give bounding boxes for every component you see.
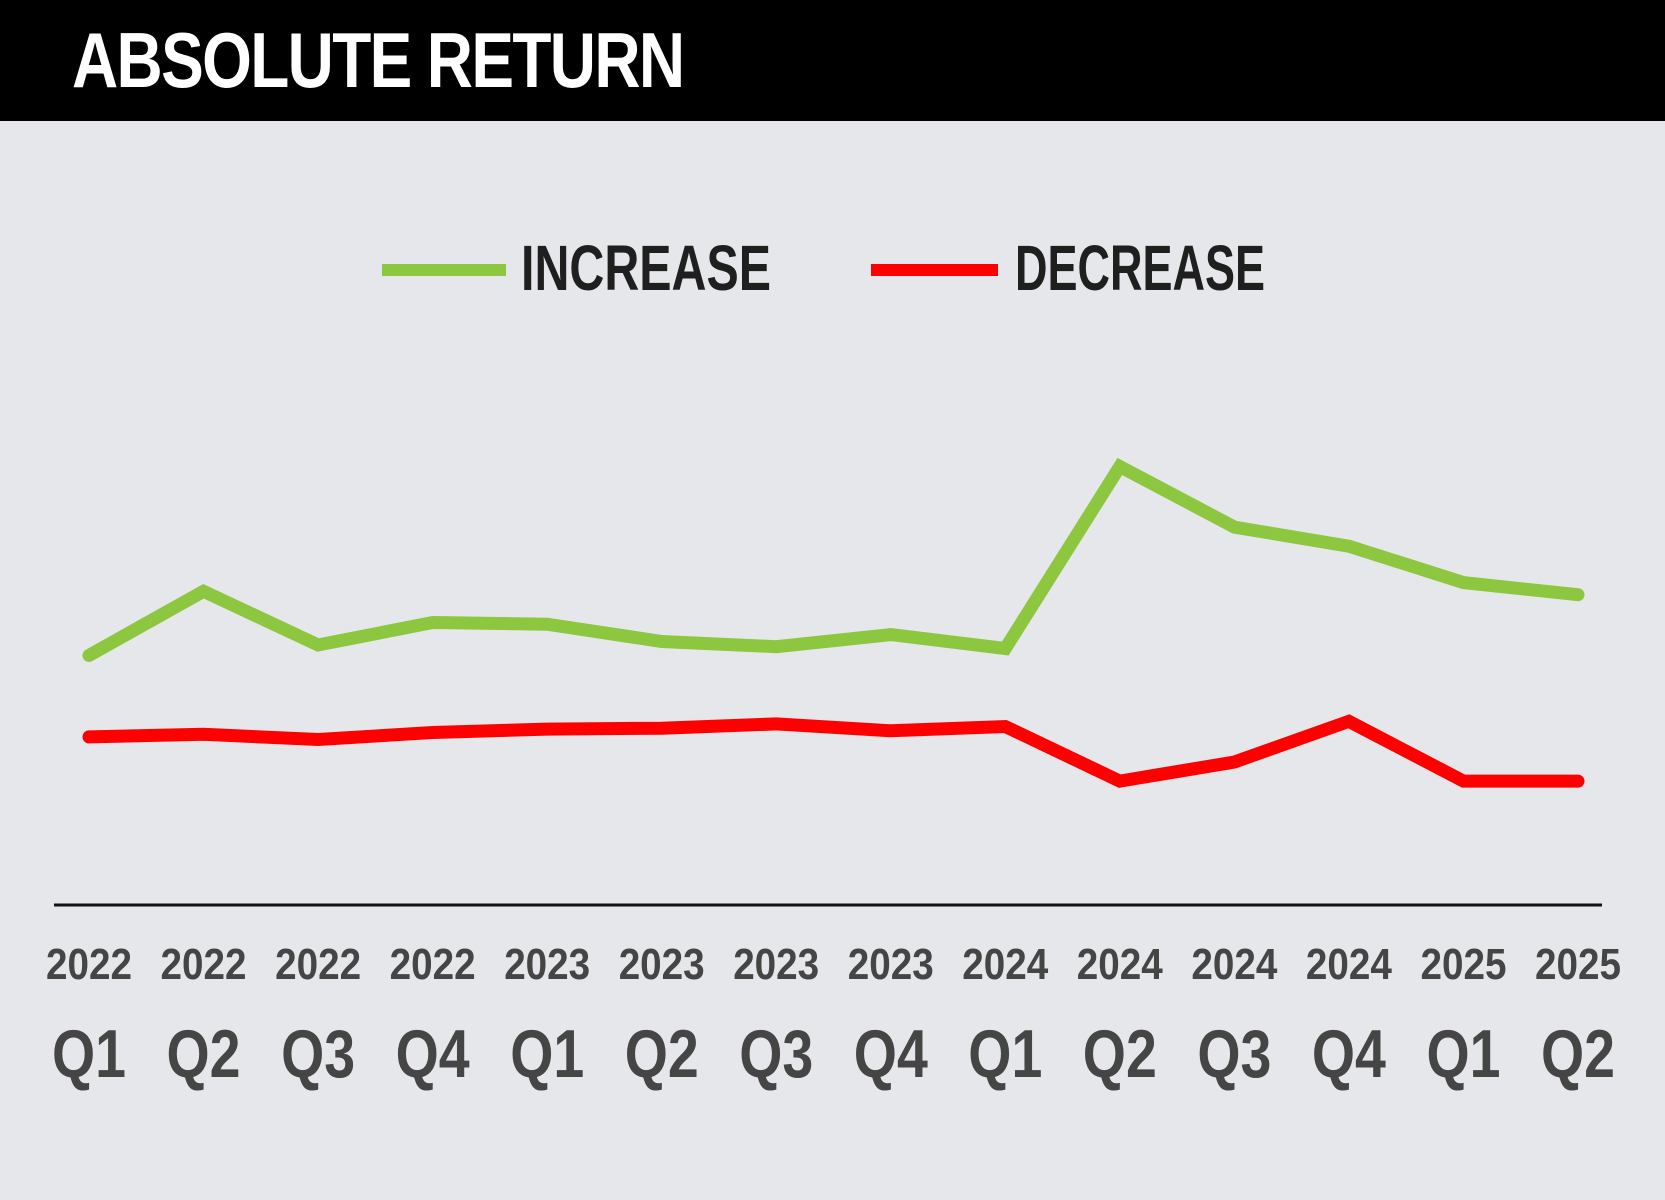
x-tick-year-12: 2024 <box>1306 940 1392 989</box>
x-tick-quarter-9: Q1 <box>968 1016 1042 1092</box>
legend-label-decrease: DECREASE <box>1015 232 1265 304</box>
x-tick-quarter-7: Q3 <box>739 1016 813 1092</box>
x-tick-year-2: 2022 <box>161 940 247 989</box>
x-tick-quarter-12: Q4 <box>1312 1016 1386 1092</box>
x-tick-year-8: 2023 <box>848 940 934 989</box>
x-tick-year-10: 2024 <box>1077 940 1163 989</box>
legend: INCREASE DECREASE <box>382 232 1265 304</box>
chart-header: ABSOLUTE RETURN <box>0 0 1665 121</box>
x-tick-quarter-4: Q4 <box>396 1016 470 1092</box>
x-tick-quarter-1: Q1 <box>52 1016 126 1092</box>
x-tick-quarter-2: Q2 <box>167 1016 241 1092</box>
x-tick-quarter-14: Q2 <box>1541 1016 1615 1092</box>
x-tick-year-9: 2024 <box>962 940 1048 989</box>
x-tick-quarter-6: Q2 <box>625 1016 699 1092</box>
x-tick-quarter-11: Q3 <box>1197 1016 1271 1092</box>
x-tick-year-7: 2023 <box>733 940 819 989</box>
x-tick-quarter-10: Q2 <box>1083 1016 1157 1092</box>
chart-title: ABSOLUTE RETURN <box>72 16 685 104</box>
series-line-increase <box>82 457 1585 662</box>
x-tick-year-13: 2025 <box>1421 940 1507 989</box>
x-tick-quarter-8: Q4 <box>854 1016 928 1092</box>
x-tick-quarter-5: Q1 <box>510 1016 584 1092</box>
x-axis-tick-labels: 2022 Q1 2022 Q2 2022 Q3 2022 Q4 2023 Q1 2023 Q2 2023… <box>46 940 1621 1092</box>
x-tick-year-6: 2023 <box>619 940 705 989</box>
x-tick-year-4: 2022 <box>390 940 476 989</box>
series-line-decrease <box>82 714 1585 788</box>
plot-area <box>82 457 1585 788</box>
x-tick-quarter-3: Q3 <box>281 1016 355 1092</box>
x-tick-year-1: 2022 <box>46 940 132 989</box>
legend-label-increase: INCREASE <box>521 232 771 304</box>
x-tick-year-5: 2023 <box>504 940 590 989</box>
x-tick-year-11: 2024 <box>1191 940 1277 989</box>
x-tick-quarter-13: Q1 <box>1427 1016 1501 1092</box>
x-tick-year-14: 2025 <box>1535 940 1621 989</box>
x-tick-year-3: 2022 <box>275 940 361 989</box>
